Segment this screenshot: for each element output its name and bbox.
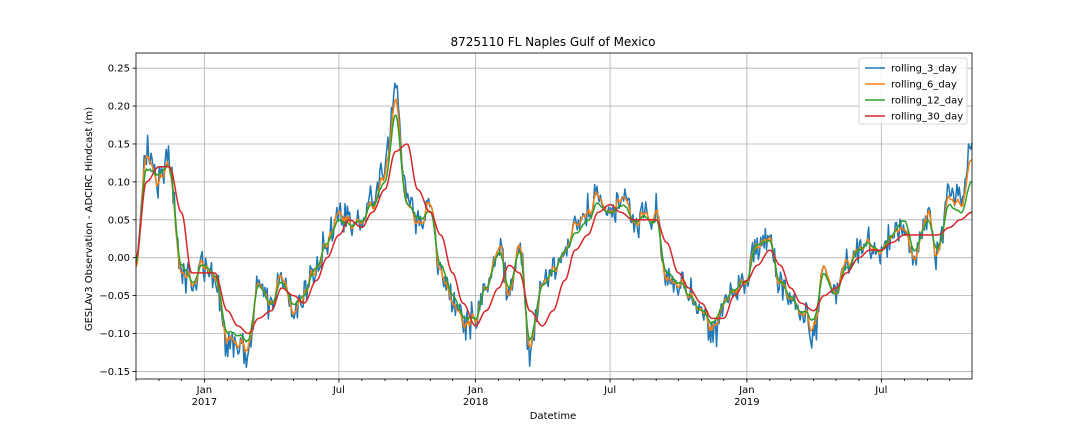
legend-label-rolling_6_day: rolling_6_day [891, 80, 957, 91]
legend-label-rolling_3_day: rolling_3_day [891, 64, 957, 75]
y-axis-label: GESLAv3 Observation - ADCIRC Hindcast (m… [84, 107, 95, 331]
x-tick-label: Jan [738, 385, 754, 396]
legend-box [858, 57, 968, 125]
y-tick-label: −0.15 [99, 367, 130, 378]
x-tick-label: Jan [196, 385, 212, 396]
legend-label-rolling_12_day: rolling_12_day [891, 96, 963, 107]
series-line-rolling_30_day [135, 143, 973, 335]
y-axis-ticks: −0.15 −0.10 −0.05 0.00 0.05 0.10 0.15 0.20 0.25 [99, 64, 136, 378]
y-tick-label: −0.10 [99, 329, 130, 340]
y-tick-label: −0.05 [99, 291, 130, 302]
series-line-rolling_12_day [135, 114, 973, 343]
y-tick-label: 0.15 [108, 139, 130, 150]
y-tick-label: 0.00 [108, 253, 130, 264]
y-tick-label: 0.25 [108, 64, 130, 75]
x-tick-label: Jul [874, 385, 887, 396]
y-tick-label: 0.05 [108, 215, 130, 226]
legend-label-rolling_30_day: rolling_30_day [891, 112, 963, 123]
y-tick-label: 0.20 [108, 102, 130, 113]
legend: rolling_3_day rolling_6_day rolling_12_day… [858, 57, 968, 125]
y-tick-label: 0.10 [108, 177, 130, 188]
x-tick-label: Jan [467, 385, 483, 396]
x-tick-label: Jul [332, 385, 345, 396]
x-tick-year-label: 2019 [734, 397, 759, 408]
x-tick-label: Jul [603, 385, 616, 396]
chart-title: 8725110 FL Naples Gulf of Mexico [451, 35, 656, 49]
series-lines [135, 82, 973, 369]
x-tick-year-label: 2018 [463, 397, 488, 408]
x-axis-label: Datetime [530, 411, 577, 422]
x-tick-year-label: 2017 [192, 397, 217, 408]
plot-frame [135, 52, 973, 380]
